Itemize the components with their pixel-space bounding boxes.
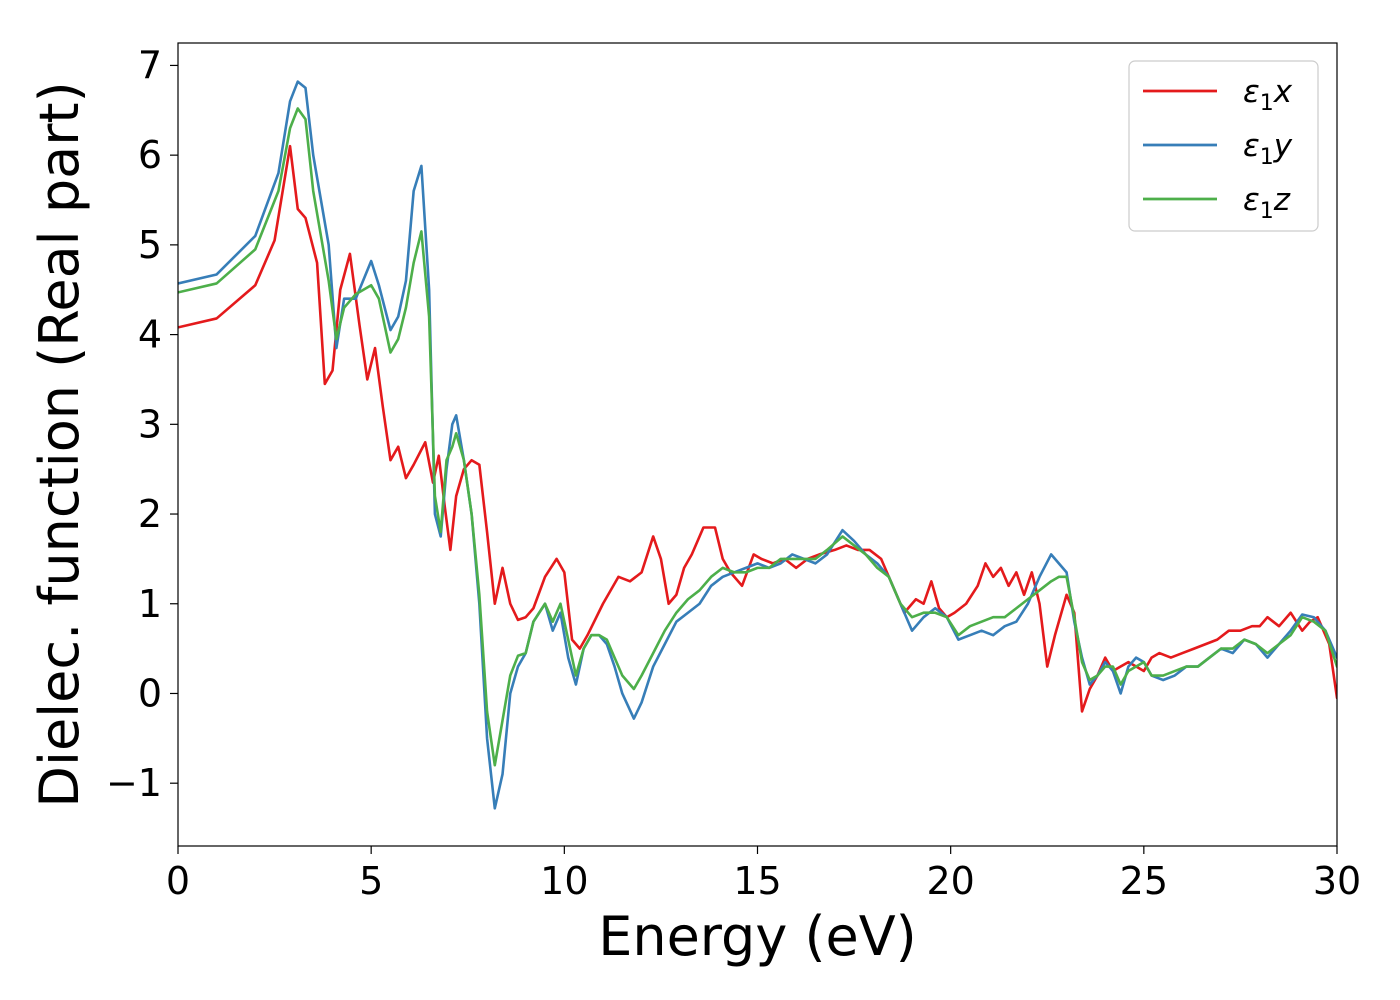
x-tick-label: 0 [166,859,190,903]
x-tick-label: 20 [926,859,974,903]
legend-item-z: ε1z [1143,182,1291,224]
y-tick-label: 3 [138,402,162,446]
legend-label-base: ε [1243,182,1260,218]
legend-label-subscript: 1 [1260,91,1274,116]
y-axis: −1 0 1 2 3 4 5 6 7 [106,43,178,805]
y-tick-label: 4 [138,313,162,357]
y-tick-label: 2 [138,492,162,536]
x-axis-label: Energy (eV) [598,905,917,968]
y-tick-label: 6 [138,133,162,177]
legend-label-base: ε [1243,128,1260,164]
y-tick-label: 5 [138,223,162,267]
y-tick-label: −1 [106,761,162,805]
legend-label: ε1x [1243,74,1293,116]
x-axis: 0 5 10 15 20 25 30 [166,846,1361,903]
x-tick-label: 15 [733,859,781,903]
legend-item-y: ε1y [1143,128,1293,170]
legend-label-base: ε [1243,74,1260,110]
x-tick-label: 25 [1120,859,1168,903]
series-line-z [178,107,1337,767]
legend-label: ε1z [1243,182,1291,224]
x-tick-label: 30 [1313,859,1361,903]
legend-label-suffix: z [1273,182,1291,218]
legend-box [1128,60,1319,232]
legend-label: ε1y [1243,128,1293,170]
legend-item-x: ε1x [1143,74,1293,116]
legend-label-suffix: x [1273,74,1293,110]
x-tick-label: 10 [540,859,588,903]
legend-label-subscript: 1 [1260,145,1274,170]
series-layer [178,80,1337,810]
y-tick-label: 7 [138,43,162,87]
y-axis-label: Dielec. function (Real part) [28,81,91,807]
legend-label-suffix: y [1273,128,1293,164]
y-tick-label: 0 [138,671,162,715]
legend-label-subscript: 1 [1260,199,1274,224]
x-tick-label: 5 [359,859,383,903]
y-tick-label: 1 [138,582,162,626]
